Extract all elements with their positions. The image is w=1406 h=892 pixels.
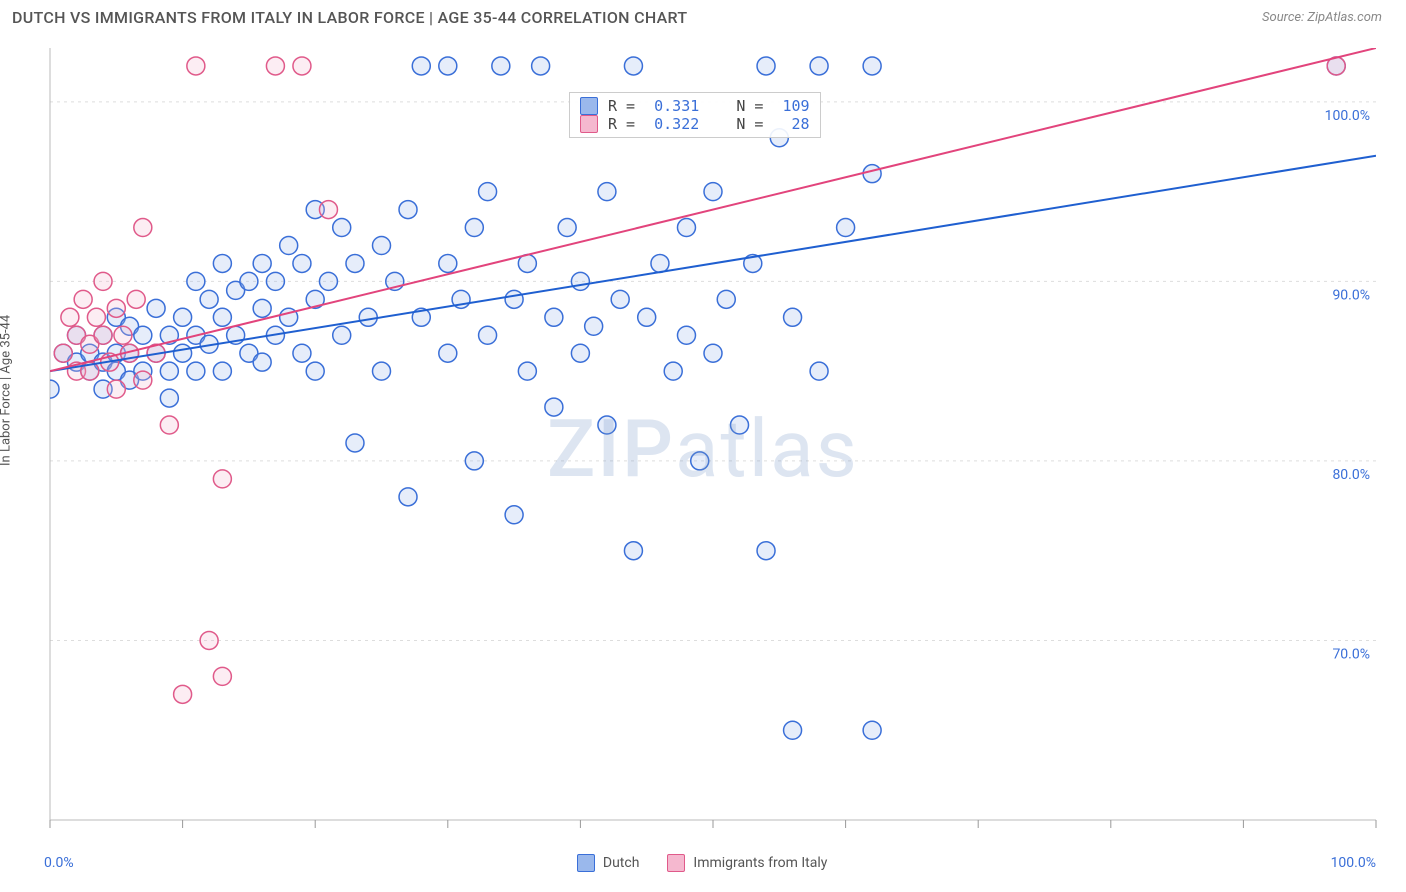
svg-text:70.0%: 70.0% <box>1332 646 1370 662</box>
stats-row: R = 0.331 N = 109 <box>580 97 810 115</box>
series-legend: Dutch Immigrants from Italy <box>577 854 828 872</box>
correlation-stats-box: R = 0.331 N = 109R = 0.322 N = 28 <box>569 92 821 138</box>
svg-text:100.0%: 100.0% <box>1325 108 1370 124</box>
x-axis-legend-row: 0.0% Dutch Immigrants from Italy 100.0% <box>0 854 1406 872</box>
stats-row: R = 0.322 N = 28 <box>580 115 810 133</box>
chart-title: DUTCH VS IMMIGRANTS FROM ITALY IN LABOR … <box>12 8 687 27</box>
x-axis-min-label: 0.0% <box>44 855 74 871</box>
stats-swatch <box>580 115 598 133</box>
legend-swatch <box>667 854 685 872</box>
legend-item: Immigrants from Italy <box>667 854 827 872</box>
legend-swatch <box>577 854 595 872</box>
svg-text:80.0%: 80.0% <box>1332 467 1370 483</box>
chart-area: In Labor Force | Age 35-44 70.0% 80.0% 90.… <box>0 40 1406 892</box>
source-label: Source: ZipAtlas.com <box>1262 10 1382 25</box>
svg-text:90.0%: 90.0% <box>1332 287 1370 303</box>
legend-label: Immigrants from Italy <box>693 855 827 871</box>
scatter-chart: 70.0% 80.0% 90.0% 100.0% <box>0 40 1406 892</box>
legend-label: Dutch <box>603 855 640 871</box>
stats-swatch <box>580 97 598 115</box>
y-axis-label: In Labor Force | Age 35-44 <box>0 315 14 466</box>
x-axis-max-label: 100.0% <box>1331 855 1376 871</box>
legend-item: Dutch <box>577 854 640 872</box>
